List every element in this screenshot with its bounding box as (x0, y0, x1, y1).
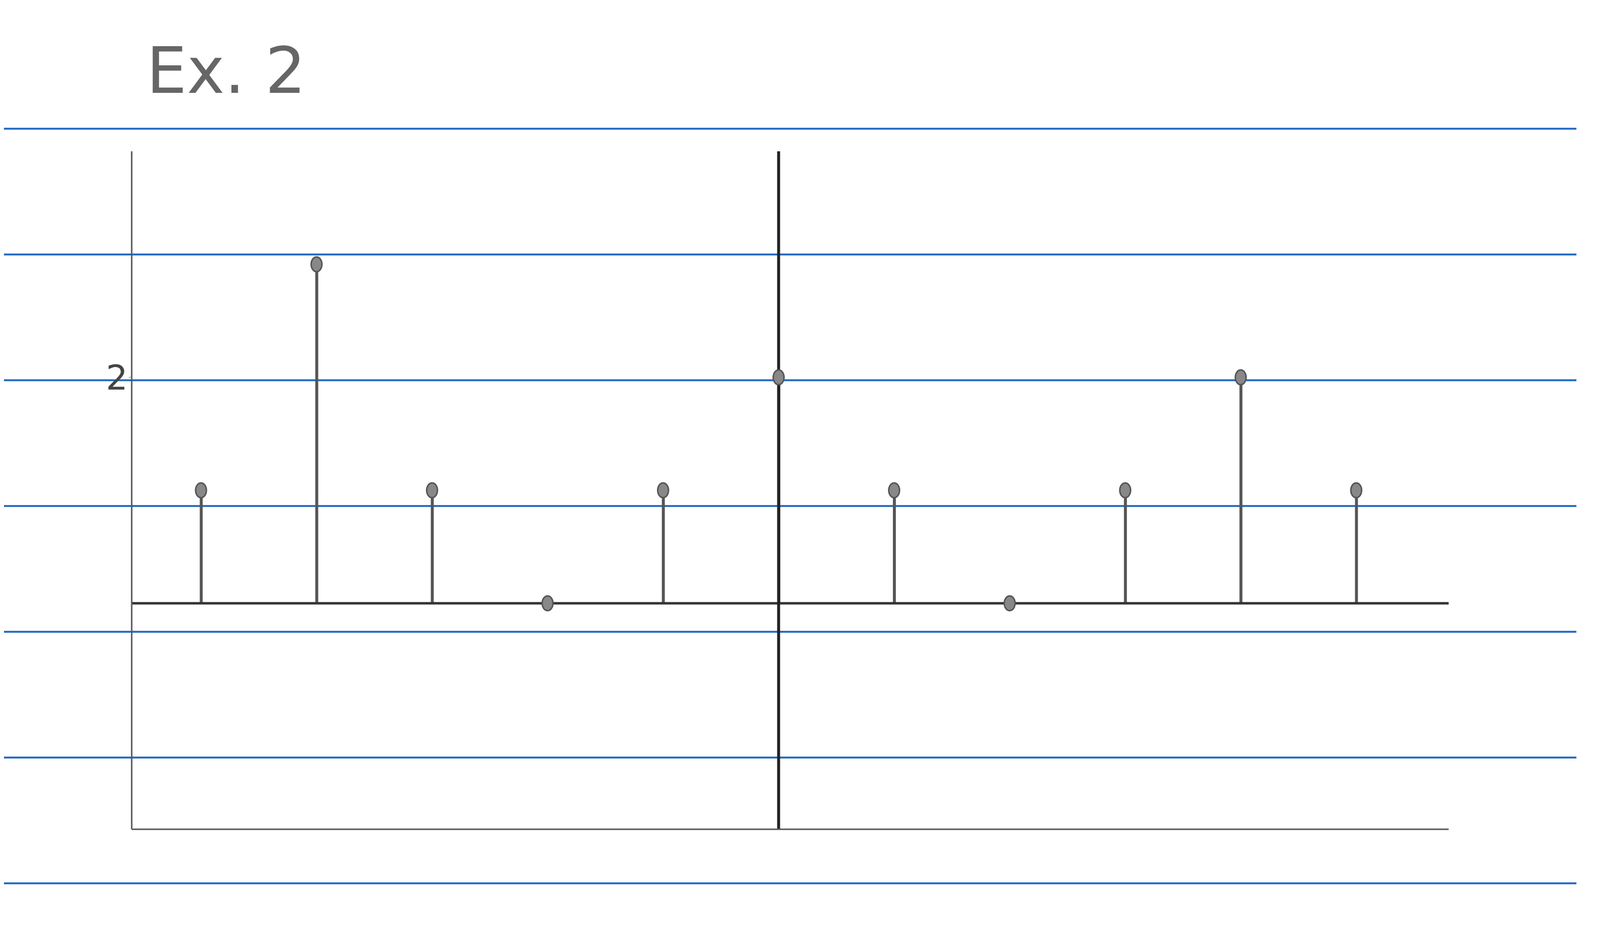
html-text:Ex. 2: Ex. 2 (146, 33, 306, 109)
svg-text:2: 2 (105, 357, 128, 399)
